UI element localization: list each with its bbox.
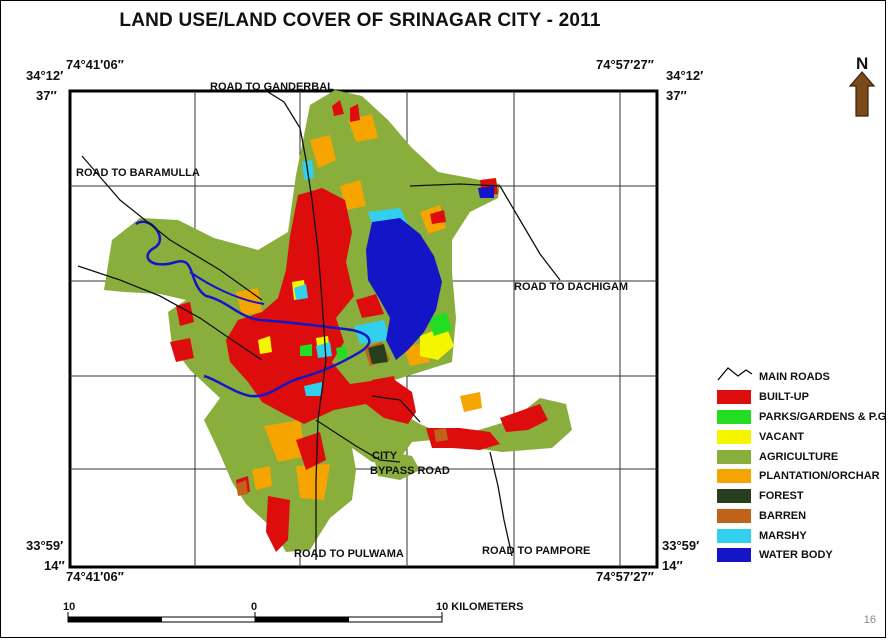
road-label-ganderbal: ROAD TO GANDERBAL xyxy=(210,81,334,93)
forest-areas xyxy=(368,344,388,364)
lat-north-right-deg: 34°12′ xyxy=(666,68,704,83)
built-up-areas xyxy=(170,100,548,552)
scale-bar xyxy=(67,612,443,623)
park-areas xyxy=(300,312,452,360)
north-label: N xyxy=(856,54,869,73)
road-label-bypass-1: CITY xyxy=(372,450,398,462)
river-branch xyxy=(189,271,265,305)
main-roads xyxy=(77,91,561,560)
lat-south-right-sec: 14′′ xyxy=(662,558,683,573)
lat-south-left-sec: 14′′ xyxy=(44,558,65,573)
road-label-baramulla: ROAD TO BARAMULLA xyxy=(76,167,200,179)
water-bodies xyxy=(366,186,494,360)
lat-north-right-sec: 37′′ xyxy=(666,88,687,103)
river-jhelum xyxy=(135,220,371,398)
north-arrow-icon xyxy=(848,71,876,117)
scale-label-left: 10 xyxy=(63,601,76,613)
agriculture-area xyxy=(104,90,572,552)
page-number: 16 xyxy=(863,614,876,626)
road-label-bypass-2: BYPASS ROAD xyxy=(370,465,450,477)
legend-swatches xyxy=(717,367,753,562)
lon-east-bottom: 74°57′27′′ xyxy=(596,569,654,584)
lat-north-left-sec: 37′′ xyxy=(36,88,57,103)
road-label-pampore: ROAD TO PAMPORE xyxy=(482,545,591,557)
lat-south-right-deg: 33°59′ xyxy=(662,538,700,553)
lat-north-left-deg: 34°12′ xyxy=(26,68,64,83)
road-label-dachigam: ROAD TO DACHIGAM xyxy=(514,281,629,293)
scale-label-zero: 0 xyxy=(251,601,258,613)
scale-label-right: 10 KILOMETERS xyxy=(436,601,524,613)
lon-east-top: 74°57′27′′ xyxy=(596,57,654,72)
map-title: LAND USE/LAND COVER OF SRINAGAR CITY - 2… xyxy=(119,10,601,31)
lat-south-left-deg: 33°59′ xyxy=(26,538,64,553)
lon-west-top: 74°41′06′′ xyxy=(66,57,124,72)
road-label-pulwama: ROAD TO PULWAMA xyxy=(294,548,404,560)
lon-west-bottom: 74°41′06′′ xyxy=(66,569,124,584)
